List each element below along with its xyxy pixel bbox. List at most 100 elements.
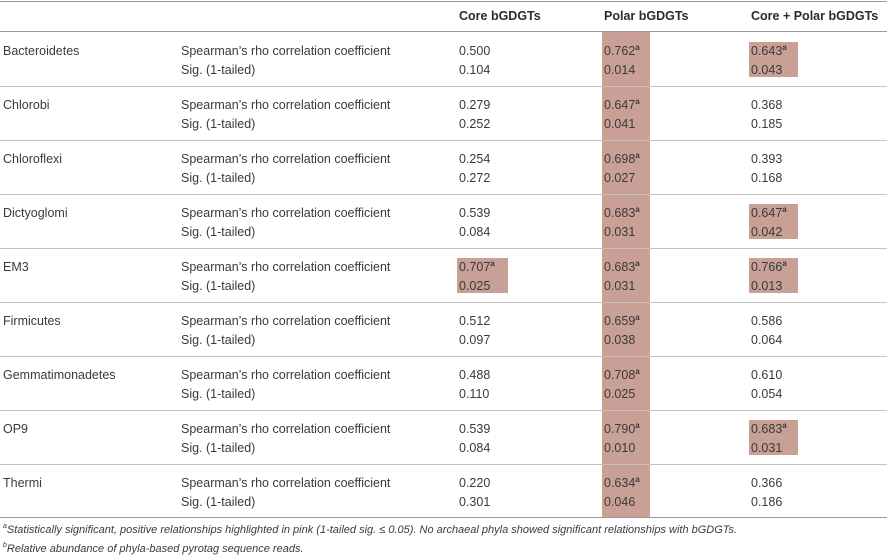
- significance-marker: a: [782, 259, 787, 268]
- polar-rho-value: 0.708a: [604, 367, 640, 383]
- combined-rho-value: 0.683a: [751, 421, 787, 437]
- combined-sig-value: 0.064: [751, 333, 783, 347]
- highlight-combined-op9: [749, 420, 798, 455]
- polar-sig-value: 0.010: [604, 441, 636, 455]
- stat-label-sig: Sig. (1-tailed): [181, 63, 256, 77]
- footnote-b: bRelative abundance of phyla-based pyrot…: [3, 542, 304, 555]
- significance-marker: a: [782, 205, 787, 214]
- row-separator: [0, 356, 887, 357]
- header-core: Core bGDGTs: [459, 9, 541, 23]
- combined-sig-value: 0.043: [751, 63, 783, 77]
- polar-rho-value: 0.634a: [604, 475, 640, 491]
- combined-sig-value: 0.054: [751, 387, 783, 401]
- phylum-label: Chlorobi: [3, 98, 50, 112]
- header-rule: [0, 31, 887, 32]
- table-top-rule: [0, 1, 887, 2]
- highlight-polar-chloroflexi: [602, 140, 650, 194]
- core-sig-value: 0.110: [459, 387, 490, 401]
- significance-marker: a: [635, 313, 640, 322]
- combined-sig-value: 0.042: [751, 225, 783, 239]
- highlight-polar-em3: [602, 248, 650, 302]
- polar-sig-value: 0.041: [604, 117, 636, 131]
- stat-label-sig: Sig. (1-tailed): [181, 279, 256, 293]
- phylum-label: Firmicutes: [3, 314, 61, 328]
- stat-label-rho: Spearman’s rho correlation coefficient: [181, 44, 391, 58]
- polar-rho-value: 0.683a: [604, 259, 640, 275]
- combined-sig-value: 0.186: [751, 495, 783, 509]
- footnote-b-mark: b: [3, 542, 7, 549]
- row-separator: [0, 194, 887, 195]
- polar-rho-value: 0.698a: [604, 151, 640, 167]
- polar-sig-value: 0.031: [604, 279, 636, 293]
- row-separator: [0, 86, 887, 87]
- header-polar: Polar bGDGTs: [604, 9, 689, 23]
- phylum-label: Dictyoglomi: [3, 206, 68, 220]
- stat-label-sig: Sig. (1-tailed): [181, 171, 256, 185]
- core-rho-value: 0.254: [459, 152, 491, 166]
- polar-rho-value: 0.683a: [604, 205, 640, 221]
- stat-label-rho: Spearman’s rho correlation coefficient: [181, 98, 391, 112]
- core-sig-value: 0.272: [459, 171, 491, 185]
- highlight-polar-op9: [602, 410, 650, 464]
- core-rho-value: 0.512: [459, 314, 491, 328]
- row-separator: [0, 410, 887, 411]
- header-combined: Core + Polar bGDGTs: [751, 9, 879, 23]
- phylum-label: Chloroflexi: [3, 152, 63, 166]
- combined-rho-value: 0.393: [751, 152, 783, 166]
- polar-sig-value: 0.031: [604, 225, 636, 239]
- phylum-label: Bacteroidetes: [3, 44, 80, 58]
- footnote-a-mark: a: [3, 523, 7, 530]
- highlight-core-em3: [457, 258, 508, 293]
- polar-rho-value: 0.762a: [604, 43, 640, 59]
- polar-sig-value: 0.038: [604, 333, 636, 347]
- core-sig-value: 0.025: [459, 279, 491, 293]
- polar-rho-value: 0.647a: [604, 97, 640, 113]
- core-sig-value: 0.301: [459, 495, 491, 509]
- combined-rho-value: 0.766a: [751, 259, 787, 275]
- significance-marker: a: [782, 421, 787, 430]
- stat-label-sig: Sig. (1-tailed): [181, 117, 256, 131]
- table-bottom-rule: [0, 517, 887, 518]
- combined-sig-value: 0.031: [751, 441, 783, 455]
- core-rho-value: 0.539: [459, 422, 491, 436]
- core-rho-value: 0.707a: [459, 259, 495, 275]
- row-separator: [0, 140, 887, 141]
- combined-rho-value: 0.647a: [751, 205, 787, 221]
- combined-sig-value: 0.168: [751, 171, 783, 185]
- phylum-label: EM3: [3, 260, 29, 274]
- core-sig-value: 0.252: [459, 117, 491, 131]
- stat-label-rho: Spearman’s rho correlation coefficient: [181, 314, 391, 328]
- significance-marker: a: [635, 205, 640, 214]
- stat-label-rho: Spearman’s rho correlation coefficient: [181, 152, 391, 166]
- phylum-label: OP9: [3, 422, 29, 436]
- combined-rho-value: 0.366: [751, 476, 783, 490]
- core-sig-value: 0.084: [459, 225, 491, 239]
- core-sig-value: 0.104: [459, 63, 491, 77]
- combined-rho-value: 0.610: [751, 368, 783, 382]
- polar-rho-value: 0.659a: [604, 313, 640, 329]
- stat-label-sig: Sig. (1-tailed): [181, 441, 256, 455]
- polar-sig-value: 0.014: [604, 63, 636, 77]
- core-rho-value: 0.539: [459, 206, 491, 220]
- footnote-b-text: Relative abundance of phyla-based pyrota…: [6, 543, 304, 555]
- row-separator: [0, 302, 887, 303]
- highlight-polar-gemmatimonadetes: [602, 356, 650, 410]
- significance-marker: a: [782, 43, 787, 52]
- polar-rho-value: 0.790a: [604, 421, 640, 437]
- highlight-polar-firmicutes: [602, 302, 650, 356]
- row-separator: [0, 464, 887, 465]
- highlight-polar-thermi: [602, 464, 650, 518]
- highlight-polar-bacteroidetes: [602, 32, 650, 86]
- polar-sig-value: 0.046: [604, 495, 636, 509]
- stat-label-sig: Sig. (1-tailed): [181, 225, 256, 239]
- core-rho-value: 0.488: [459, 368, 491, 382]
- combined-sig-value: 0.185: [751, 117, 783, 131]
- footnote-a-text: Statistically significant, positive rela…: [6, 524, 738, 536]
- highlight-polar-dictyoglomi: [602, 194, 650, 248]
- stat-label-rho: Spearman’s rho correlation coefficient: [181, 206, 391, 220]
- significance-marker: a: [635, 259, 640, 268]
- significance-marker: a: [635, 475, 640, 484]
- significance-marker: a: [635, 151, 640, 160]
- core-rho-value: 0.500: [459, 44, 491, 58]
